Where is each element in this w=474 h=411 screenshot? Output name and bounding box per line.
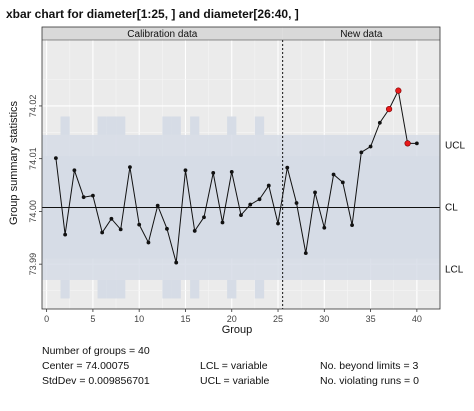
phase-strip-new xyxy=(282,27,440,40)
data-point xyxy=(276,221,280,226)
data-point xyxy=(211,171,216,175)
data-point xyxy=(285,165,290,170)
y-tick-label: 73.99 xyxy=(28,253,38,276)
ucl-band xyxy=(42,134,440,157)
data-point xyxy=(109,216,114,221)
ucl-variable-step xyxy=(171,116,181,135)
phase-label-new: New data xyxy=(340,29,383,40)
lcl-variable-step xyxy=(106,279,117,299)
y-axis-label: Group summary statistics xyxy=(8,100,20,225)
x-tick-label: 35 xyxy=(366,314,376,324)
data-point xyxy=(183,168,188,173)
lcl-variable-step xyxy=(171,279,181,299)
data-point xyxy=(414,141,419,146)
x-tick-label: 15 xyxy=(180,314,190,324)
x-tick-label: 0 xyxy=(44,314,49,324)
lcl-band xyxy=(42,258,440,280)
data-point xyxy=(266,183,271,188)
data-point xyxy=(239,213,243,218)
ucl-label: UCL xyxy=(445,140,465,151)
ucl-variable-step xyxy=(227,116,237,135)
ucl-variable-step xyxy=(106,116,117,135)
ucl-variable-step xyxy=(116,116,126,135)
phase-label-calibration: Calibration data xyxy=(127,29,197,40)
data-point xyxy=(81,195,86,200)
x-tick-label: 40 xyxy=(412,314,422,324)
ucl-variable-step xyxy=(60,116,70,135)
data-point xyxy=(202,215,206,220)
data-point xyxy=(137,222,142,227)
y-tick-label: 74.01 xyxy=(28,147,38,170)
lcl-variable-step xyxy=(254,279,265,299)
ucl-variable-step xyxy=(190,116,200,135)
y-tick-label: 74.00 xyxy=(28,200,38,223)
data-point xyxy=(174,260,179,265)
lcl-variable-step xyxy=(97,279,107,299)
x-tick-label: 25 xyxy=(273,314,283,324)
data-point xyxy=(257,197,262,202)
data-point xyxy=(322,225,327,230)
lcl-variable-step xyxy=(190,279,200,299)
plot-panel xyxy=(42,40,440,309)
lcl-variable-step xyxy=(227,279,237,299)
data-point xyxy=(100,230,105,235)
series-line xyxy=(55,89,417,263)
lcl-variable-step xyxy=(162,279,172,299)
phase-strip-calibration xyxy=(42,27,283,40)
data-point xyxy=(118,227,123,232)
x-tick-label: 30 xyxy=(319,314,329,324)
data-point xyxy=(368,144,373,149)
x-tick-label: 10 xyxy=(134,314,144,324)
x-tick-label: 5 xyxy=(90,314,95,324)
data-point xyxy=(229,169,234,174)
y-tick-label: 74.02 xyxy=(28,95,38,118)
data-point xyxy=(63,232,68,237)
data-point xyxy=(91,193,95,198)
data-marks xyxy=(53,87,419,265)
data-point xyxy=(53,156,58,161)
violation-point xyxy=(385,105,393,113)
data-point xyxy=(165,226,169,231)
data-point xyxy=(72,168,77,173)
data-point xyxy=(377,120,382,125)
data-point xyxy=(192,229,197,233)
data-point xyxy=(294,201,299,205)
violation-point xyxy=(404,140,411,147)
cl-label: CL xyxy=(445,202,458,213)
data-point xyxy=(248,202,253,207)
data-point xyxy=(331,172,336,177)
ucl-variable-step xyxy=(97,116,107,135)
data-point xyxy=(340,180,345,185)
data-point xyxy=(350,223,354,228)
phase-strips: Calibration data New data xyxy=(42,27,440,40)
lcl-variable-step xyxy=(116,279,126,299)
data-point xyxy=(359,150,364,155)
lcl-variable-step xyxy=(60,279,70,299)
lcl-label: LCL xyxy=(445,264,464,275)
ucl-variable-step xyxy=(162,116,172,135)
violation-point xyxy=(395,87,402,94)
data-point xyxy=(303,251,308,255)
data-point xyxy=(155,203,160,208)
x-axis-label: Group xyxy=(222,324,253,336)
ucl-variable-step xyxy=(254,116,265,135)
axes: 0 5 10 15 20 25 30 35 40 73.99 74.00 74.01 74.02 UCL C… xyxy=(28,26,465,324)
data-point xyxy=(128,165,132,170)
data-point xyxy=(146,240,151,245)
panel-frame xyxy=(41,26,441,310)
data-point xyxy=(220,220,225,225)
x-tick-label: 20 xyxy=(227,314,237,324)
chart-title: xbar chart for diameter[1:25, ] and diam… xyxy=(6,7,299,21)
data-point xyxy=(313,190,317,195)
